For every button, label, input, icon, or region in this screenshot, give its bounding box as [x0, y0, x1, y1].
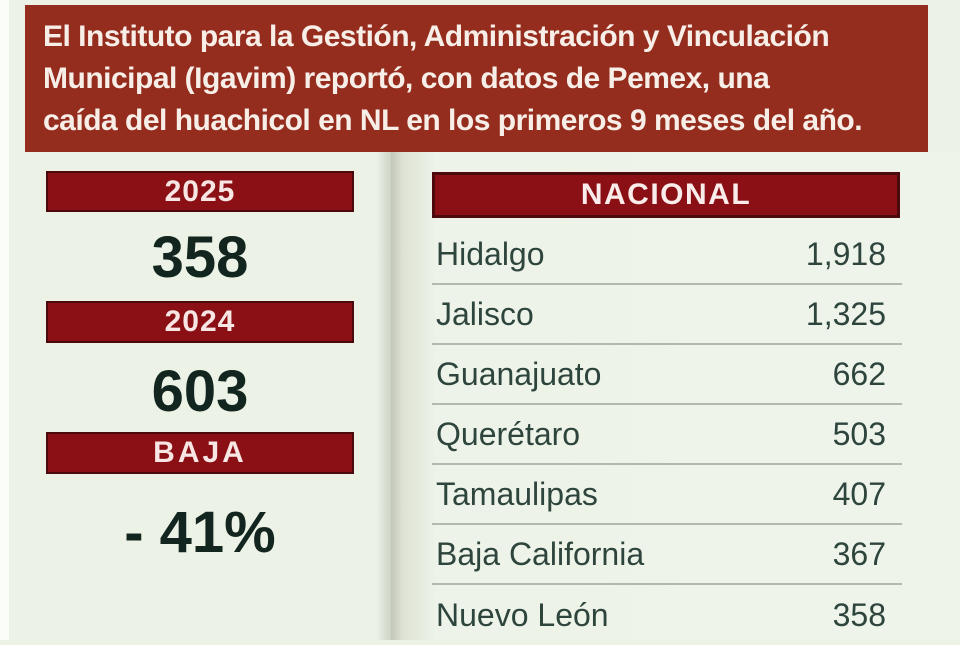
- value-2025: 358: [151, 225, 249, 290]
- header-text-line-1: El Instituto para la Gestión, Administra…: [43, 20, 830, 53]
- state-name: Guanajuato: [436, 355, 602, 392]
- year-bar-2025: 2025: [46, 171, 354, 212]
- state-value: 503: [832, 415, 886, 452]
- national-title-label: NACIONAL: [580, 178, 752, 211]
- state-value: 1,325: [805, 295, 886, 332]
- state-name: Nuevo León: [436, 596, 609, 633]
- value-baja-percent: - 41%: [124, 500, 276, 565]
- value-2024: 603: [151, 359, 249, 424]
- baja-bar: BAJA: [46, 432, 354, 474]
- table-row: Baja California 367: [432, 525, 902, 585]
- state-name: Tamaulipas: [436, 475, 598, 512]
- table-row: Guanajuato 662: [432, 345, 902, 405]
- page-fold-shadow: [376, 152, 391, 640]
- table-row: Querétaro 503: [432, 405, 902, 465]
- year-label-2025: 2025: [164, 174, 236, 208]
- year-bar-2024: 2024: [46, 301, 354, 343]
- state-name: Hidalgo: [436, 235, 545, 272]
- header-text-line-3: caída del huachicol en NL en los primero…: [43, 104, 863, 137]
- year-label-2024: 2024: [164, 305, 236, 338]
- left-margin-strip: [0, 0, 9, 640]
- header-banner: El Instituto para la Gestión, Administra…: [25, 5, 928, 152]
- state-value: 358: [832, 596, 886, 633]
- national-panel: [391, 152, 960, 640]
- state-name: Baja California: [436, 535, 645, 572]
- national-table: Hidalgo 1,918 Jalisco 1,325 Guanajuato 6…: [432, 225, 902, 645]
- state-value: 1,918: [805, 235, 886, 272]
- table-row: Jalisco 1,325: [432, 285, 902, 345]
- state-value: 367: [832, 535, 886, 572]
- table-row: Nuevo León 358: [432, 585, 902, 645]
- table-row: Tamaulipas 407: [432, 465, 902, 525]
- national-title-bar: NACIONAL: [432, 172, 900, 218]
- header-text-line-2: Municipal (Igavim) reportó, con datos de…: [43, 62, 770, 95]
- state-value: 662: [832, 355, 886, 392]
- baja-label: BAJA: [153, 436, 247, 469]
- state-name: Jalisco: [436, 295, 534, 332]
- table-row: Hidalgo 1,918: [432, 225, 902, 285]
- state-value: 407: [832, 475, 886, 512]
- state-name: Querétaro: [436, 415, 581, 452]
